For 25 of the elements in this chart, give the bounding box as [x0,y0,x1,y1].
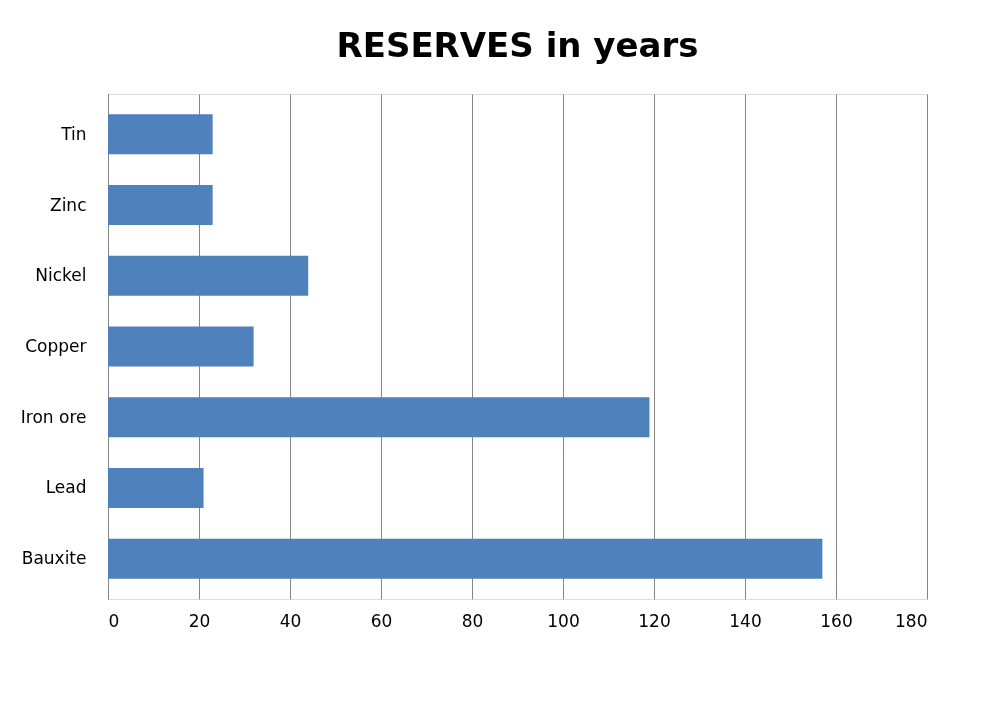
x-tick-label: 160 [820,610,853,631]
bar [108,114,213,155]
y-tick-label: Bauxite [21,548,87,569]
bar [108,538,823,579]
x-tick-label: 180 [895,610,928,631]
x-tick-label: 120 [638,610,671,631]
y-tick-label: Iron ore [20,406,87,427]
y-tick-label: Lead [45,477,87,498]
bar [108,185,213,226]
x-tick-label: 140 [729,610,762,631]
y-tick-label: Copper [25,336,87,356]
x-tick-label: 0 [108,610,120,631]
bar [108,397,650,438]
y-tick-label: Zinc [50,194,87,215]
chart-title: RESERVES in years [336,25,699,65]
bar [108,255,309,296]
bar [108,326,254,367]
bar [108,467,204,508]
x-tick-label: 20 [188,610,211,631]
x-tick-label: 80 [461,610,484,631]
x-tick-label: 60 [370,610,393,631]
y-tick-label: Tin [60,123,87,144]
x-tick-label: 40 [279,610,302,631]
y-tick-label: Nickel [35,265,87,286]
x-tick-label: 100 [547,610,580,631]
